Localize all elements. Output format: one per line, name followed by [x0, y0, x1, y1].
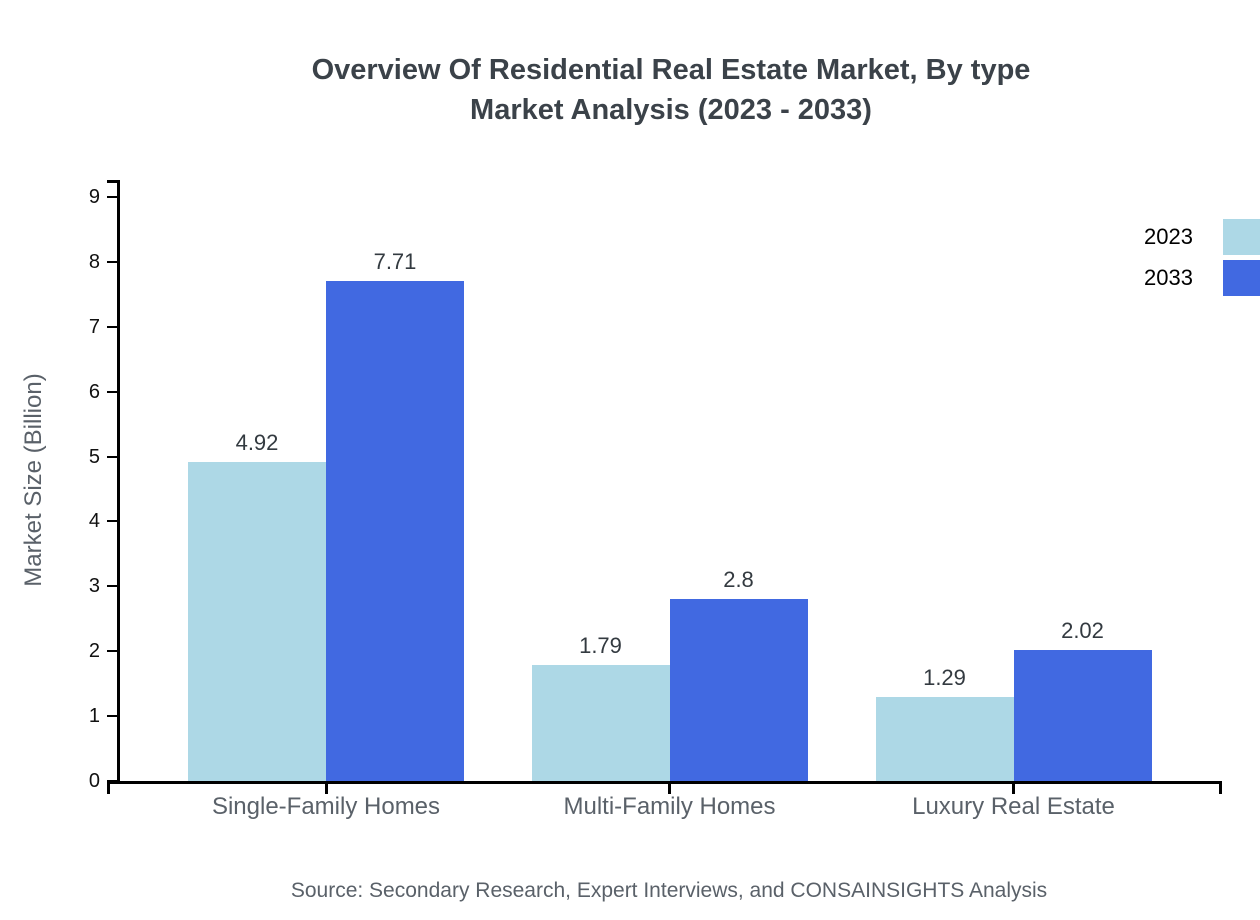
y-tick-label-6: 6	[88, 380, 100, 403]
value-label-2033-luxury-real-estate: 2.02	[1061, 617, 1104, 643]
bar-2023-single-family-homes	[188, 461, 326, 781]
y-tick-7	[107, 325, 117, 328]
y-tick-2	[107, 650, 117, 653]
bar-2023-luxury-real-estate	[875, 697, 1014, 781]
y-tick-4	[107, 520, 117, 523]
chart-title-line-2: Market Analysis (2023 - 2033)	[470, 94, 872, 126]
y-tick-label-0: 0	[88, 770, 100, 792]
y-tick-label-2: 2	[88, 640, 100, 663]
bar-2033-luxury-real-estate	[1013, 649, 1152, 781]
y-tick-1	[107, 715, 117, 718]
bar-2033-multi-family-homes	[669, 599, 808, 781]
value-label-2023-multi-family-homes: 1.79	[579, 632, 622, 658]
source-note: Source: Secondary Research, Expert Inter…	[290, 879, 1048, 902]
x-axis-label-luxury-real-estate: Luxury Real Estate	[912, 793, 1115, 820]
x-axis-left-cap	[107, 781, 110, 794]
y-tick-label-8: 8	[88, 250, 100, 273]
value-label-2033-multi-family-homes: 2.8	[723, 567, 754, 593]
legend-label-2033: 2033	[1144, 265, 1193, 290]
y-tick-5	[107, 455, 117, 458]
x-tick-multi-family-homes	[668, 781, 671, 794]
legend-swatch-2023	[1223, 219, 1260, 255]
x-axis-line	[107, 781, 1222, 784]
y-tick-3	[107, 585, 117, 588]
y-tick-9	[107, 195, 117, 198]
x-axis-label-single-family-homes: Single-Family Homes	[211, 793, 441, 820]
y-tick-label-9: 9	[88, 185, 100, 208]
chart-title-line-1: Overview Of Residential Real Estate Mark…	[311, 54, 1031, 86]
value-label-2023-luxury-real-estate: 1.29	[923, 665, 966, 691]
y-tick-6	[107, 390, 117, 393]
bar-2023-multi-family-homes	[531, 664, 670, 781]
x-axis-label-multi-family-homes: Multi-Family Homes	[563, 793, 776, 820]
y-axis-top-cap	[107, 180, 120, 183]
y-tick-label-1: 1	[88, 705, 100, 728]
y-axis-label: Market Size (Billion)	[20, 373, 47, 587]
x-tick-single-family-homes	[324, 781, 328, 794]
x-axis-right-cap	[1219, 781, 1222, 794]
value-label-2023-single-family-homes: 4.92	[235, 429, 279, 455]
legend-swatch-2033	[1223, 260, 1260, 296]
value-label-2033-single-family-homes: 7.71	[373, 248, 417, 274]
y-tick-label-3: 3	[88, 575, 100, 598]
legend-label-2023: 2023	[1144, 224, 1193, 249]
y-tick-label-7: 7	[88, 315, 100, 338]
y-tick-label-5: 5	[88, 445, 100, 468]
y-tick-8	[107, 260, 117, 263]
y-axis-line	[117, 180, 120, 784]
y-tick-label-4: 4	[88, 510, 100, 533]
x-tick-luxury-real-estate	[1012, 781, 1015, 794]
bar-2033-single-family-homes	[326, 280, 464, 781]
